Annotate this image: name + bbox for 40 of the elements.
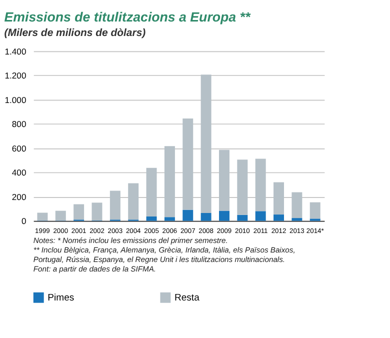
y-tick-label: 800 (12, 119, 26, 130)
bar (146, 216, 157, 221)
text: Notes: * Només inclou les emissions del primer semestre. (33, 236, 228, 245)
y-tick-label: 1.400 (4, 46, 26, 56)
bar (55, 210, 66, 221)
bar (110, 190, 120, 220)
bar (164, 146, 175, 218)
bar (218, 210, 230, 221)
bar (146, 168, 157, 216)
y-tick-label: 0 (21, 216, 26, 226)
bar (292, 192, 302, 218)
bar (74, 204, 84, 220)
bar (274, 214, 284, 221)
y-tick-label: 600 (12, 143, 26, 154)
text: Font: a partir de dades de la SIFMA. (33, 264, 156, 274)
bar (255, 158, 266, 212)
bar (237, 214, 248, 221)
bar (200, 212, 212, 221)
y-tick-label: 1.200 (4, 70, 26, 81)
chart-title: Emissions de titulitzacions a Europa ** (4, 10, 251, 25)
bar (255, 211, 266, 221)
text: ** Inclou Bèlgica, França, Alemanya, Grècia, Irlanda, Itàlia, els Països Baixos, Portugal, Rússia, Espanya, el Regne Unit i les titulitzacions multinacionals. (33, 245, 296, 264)
bar (292, 218, 302, 221)
bar (164, 217, 175, 221)
bar (182, 210, 194, 221)
y-tick-label: 1.000 (4, 94, 26, 105)
bar (182, 118, 194, 210)
bar (237, 160, 248, 215)
y-tick-label: 400 (12, 168, 26, 178)
bar (310, 202, 320, 219)
bar (200, 74, 212, 213)
bar (37, 212, 48, 221)
y-tick-label: 200 (12, 192, 26, 202)
bar (218, 150, 230, 211)
bar (92, 202, 102, 220)
chart-subtitle: (Milers de milions de dòlars) (4, 28, 146, 39)
legend-label: Pimes (48, 292, 74, 304)
legend-label: Resta (174, 292, 200, 304)
bar (274, 182, 284, 215)
bar (128, 183, 139, 220)
